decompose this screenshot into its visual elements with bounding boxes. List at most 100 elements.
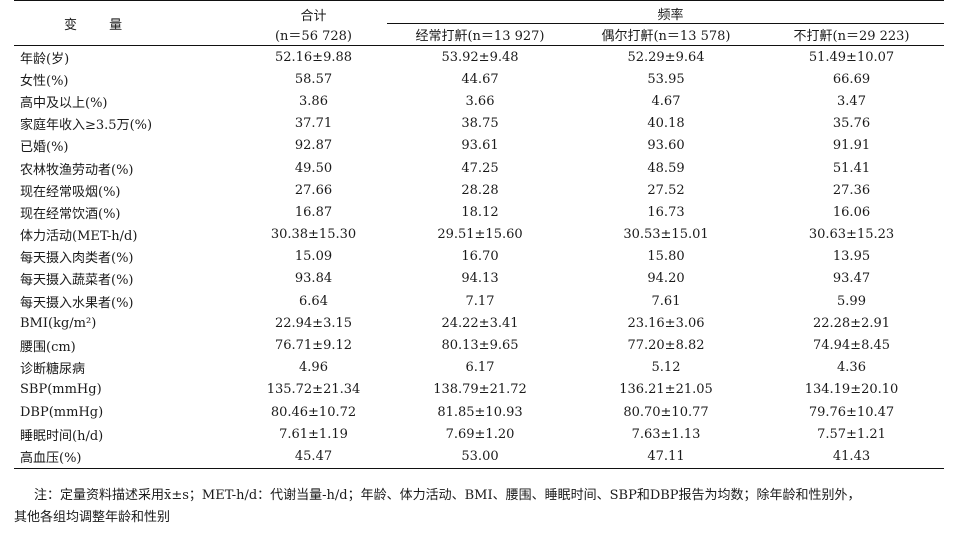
cell-occasional-snoring: 30.53±15.01 xyxy=(623,227,709,243)
variable-header: 变 量 xyxy=(14,0,240,46)
table-row: 睡眠时间(h/d) 7.61±1.19 7.69±1.20 7.63±1.13 7.57… xyxy=(14,423,944,445)
cell-total: 93.84 xyxy=(294,271,333,287)
cell-total: 76.71±9.12 xyxy=(274,338,353,354)
cell-frequent-snoring: 7.69±1.20 xyxy=(445,426,515,442)
cell-no-snoring: 66.69 xyxy=(832,71,871,87)
cell-frequent-snoring: 38.75 xyxy=(461,116,499,132)
table-row: BMI(kg/m²) 22.94±3.15 24.22±3.41 23.16±3.06… xyxy=(14,312,944,334)
cell-no-snoring: 4.36 xyxy=(837,360,866,376)
cell-occasional-snoring: 52.29±9.64 xyxy=(627,49,705,65)
footnote-line-1: 注：定量资料描述采用x̄±s；MET-h/d：代谢当量-h/d；年龄、体力活动、… xyxy=(34,488,861,503)
row-label: 高中及以上(%) xyxy=(20,95,108,111)
cell-no-snoring: 3.47 xyxy=(837,93,866,109)
cell-frequent-snoring: 24.22±3.41 xyxy=(441,315,519,331)
table-row: 高中及以上(%) 3.86 3.66 4.67 3.47 xyxy=(14,90,944,112)
cell-no-snoring: 51.41 xyxy=(832,160,871,176)
cell-frequent-snoring: 28.28 xyxy=(461,182,499,198)
cell-no-snoring: 27.36 xyxy=(832,182,871,198)
cell-no-snoring: 134.19±20.10 xyxy=(804,382,899,398)
cell-occasional-snoring: 23.16±3.06 xyxy=(627,315,705,331)
table-row: 腰围(cm) 76.71±9.12 80.13±9.65 77.20±8.82 74.9… xyxy=(14,334,944,356)
table-row: 家庭年收入≥3.5万(%) 37.71 38.75 40.18 35.76 xyxy=(14,113,944,135)
row-label: 家庭年收入≥3.5万(%) xyxy=(20,118,153,134)
cell-total: 49.50 xyxy=(294,160,333,176)
row-label: 现在经常吸烟(%) xyxy=(20,184,121,200)
cell-total: 80.46±10.72 xyxy=(270,404,357,420)
cell-no-snoring: 79.76±10.47 xyxy=(808,404,895,420)
cell-total: 58.57 xyxy=(294,71,333,87)
cell-occasional-snoring: 5.12 xyxy=(651,360,681,376)
row-label: 农林牧渔劳动者(%) xyxy=(20,162,134,178)
cell-occasional-snoring: 7.63±1.13 xyxy=(631,426,701,442)
cell-no-snoring: 22.28±2.91 xyxy=(812,315,891,331)
table-row: 诊断糖尿病 4.96 6.17 5.12 4.36 xyxy=(14,357,944,379)
cell-frequent-snoring: 53.92±9.48 xyxy=(441,49,519,65)
table-row: 体力活动(MET-h/d) 30.38±15.30 29.51±15.60 30.53… xyxy=(14,224,944,246)
row-label: SBP(mmHg) xyxy=(20,382,102,398)
cell-frequent-snoring: 94.13 xyxy=(461,271,499,287)
baseline-characteristics-table-container: 变 量 合计 频率 (n＝56 728) 经常打鼾(n＝13 927) 偶尔打鼾… xyxy=(14,0,945,469)
row-label: 已婚(%) xyxy=(20,140,69,156)
cell-no-snoring: 16.06 xyxy=(832,204,871,220)
table-row: 每天摄入蔬菜者(%) 93.84 94.13 94.20 93.47 xyxy=(14,268,944,290)
table-row: 每天摄入水果者(%) 6.64 7.17 7.61 5.99 xyxy=(14,290,944,312)
row-label: 每天摄入水果者(%) xyxy=(20,295,134,311)
table-row: 高血压(%) 45.47 53.00 47.11 41.43 xyxy=(14,445,945,469)
cell-frequent-snoring: 16.70 xyxy=(461,249,499,265)
cell-total: 15.09 xyxy=(294,249,333,265)
cell-occasional-snoring: 77.20±8.82 xyxy=(627,338,705,354)
total-header-title: 合计 xyxy=(240,0,387,24)
cell-no-snoring: 51.49±10.07 xyxy=(808,49,895,65)
cell-total: 22.94±3.15 xyxy=(274,315,353,331)
cell-no-snoring: 91.91 xyxy=(832,138,871,154)
table-row: 农林牧渔劳动者(%) 49.50 47.25 48.59 51.41 xyxy=(14,157,944,179)
cell-total: 52.16±9.88 xyxy=(274,49,353,65)
row-label: 睡眠时间(h/d) xyxy=(20,428,104,444)
row-label: 女性(%) xyxy=(20,73,69,89)
table-row: 年龄(岁) 52.16±9.88 53.92±9.48 52.29±9.64 51.49… xyxy=(14,46,944,69)
row-label: DBP(mmHg) xyxy=(20,404,104,420)
cell-total: 4.96 xyxy=(299,360,328,376)
cell-frequent-snoring: 7.17 xyxy=(465,293,495,309)
cell-no-snoring: 74.94±8.45 xyxy=(812,338,891,354)
row-label: BMI(kg/m²) xyxy=(20,315,97,331)
cell-total: 30.38±15.30 xyxy=(270,227,357,243)
cell-total: 27.66 xyxy=(294,182,333,198)
table-body: 年龄(岁) 52.16±9.88 53.92±9.48 52.29±9.64 51.49… xyxy=(14,46,945,469)
cell-frequent-snoring: 3.66 xyxy=(465,93,495,109)
table-row: 现在经常饮酒(%) 16.87 18.12 16.73 16.06 xyxy=(14,201,944,223)
frequency-header-label: 频率 xyxy=(657,8,684,23)
cell-frequent-snoring: 47.25 xyxy=(461,160,499,176)
cell-total: 7.61±1.19 xyxy=(279,426,348,442)
cell-no-snoring: 35.76 xyxy=(832,116,871,132)
cell-total: 16.87 xyxy=(294,204,333,220)
cell-frequent-snoring: 29.51±15.60 xyxy=(437,227,523,243)
cell-frequent-snoring: 93.61 xyxy=(461,138,499,154)
cell-no-snoring: 13.95 xyxy=(832,249,871,265)
cell-total: 37.71 xyxy=(294,116,333,132)
cell-occasional-snoring: 80.70±10.77 xyxy=(623,404,709,420)
cell-occasional-snoring: 15.80 xyxy=(647,249,685,265)
row-label: 现在经常饮酒(%) xyxy=(20,206,121,222)
group-header-no-snoring: 不打鼾(n＝29 223) xyxy=(759,23,945,46)
table-row: DBP(mmHg) 80.46±10.72 81.85±10.93 80.70±10.… xyxy=(14,401,944,423)
table-row: 现在经常吸烟(%) 27.66 28.28 27.52 27.36 xyxy=(14,179,944,201)
total-header-n: (n＝56 728) xyxy=(240,23,387,46)
table-row: SBP(mmHg) 135.72±21.34 138.79±21.72 136.21±… xyxy=(14,379,944,401)
row-label: 年龄(岁) xyxy=(20,51,70,67)
cell-total: 92.87 xyxy=(294,138,333,154)
row-label: 每天摄入肉类者(%) xyxy=(20,251,134,267)
table-footnote: 注：定量资料描述采用x̄±s；MET-h/d：代谢当量-h/d；年龄、体力活动、… xyxy=(14,485,944,529)
frequency-header: 频率 xyxy=(387,0,945,24)
cell-occasional-snoring: 4.67 xyxy=(651,93,681,109)
table-row: 已婚(%) 92.87 93.61 93.60 91.91 xyxy=(14,135,944,157)
cell-occasional-snoring: 16.73 xyxy=(647,204,685,220)
row-label: 诊断糖尿病 xyxy=(20,362,86,378)
cell-occasional-snoring: 7.61 xyxy=(651,293,681,309)
cell-occasional-snoring: 136.21±21.05 xyxy=(619,382,713,398)
footnote-line-2: 其他各组均调整年龄和性别 xyxy=(14,510,171,525)
cell-no-snoring: 5.99 xyxy=(837,293,866,309)
cell-total: 135.72±21.34 xyxy=(266,382,361,398)
cell-no-snoring: 7.57±1.21 xyxy=(817,426,886,442)
row-label: 每天摄入蔬菜者(%) xyxy=(20,273,134,289)
